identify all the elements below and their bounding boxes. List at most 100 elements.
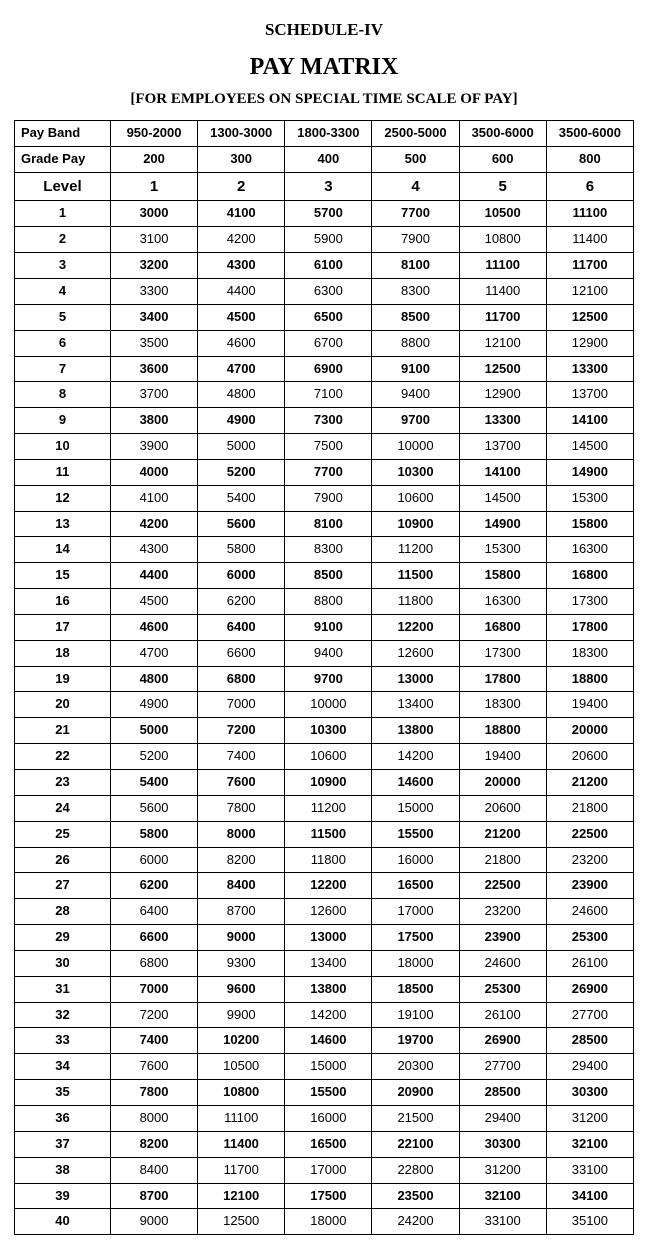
pay-band-value: 950-2000 bbox=[110, 121, 197, 147]
pay-cell: 10900 bbox=[285, 770, 372, 796]
pay-cell: 14200 bbox=[285, 1002, 372, 1028]
pay-cell: 4600 bbox=[198, 330, 285, 356]
pay-cell: 3900 bbox=[110, 434, 197, 460]
row-index: 30 bbox=[15, 950, 111, 976]
pay-cell: 18300 bbox=[459, 692, 546, 718]
pay-cell: 5700 bbox=[285, 201, 372, 227]
pay-cell: 21800 bbox=[459, 847, 546, 873]
table-row: 17460064009100122001680017800 bbox=[15, 614, 634, 640]
table-row: 534004500650085001170012500 bbox=[15, 304, 634, 330]
pay-cell: 6000 bbox=[198, 563, 285, 589]
pay-cell: 8000 bbox=[110, 1105, 197, 1131]
pay-cell: 9700 bbox=[372, 408, 459, 434]
pay-cell: 27700 bbox=[546, 1002, 633, 1028]
pay-cell: 10800 bbox=[198, 1080, 285, 1106]
row-index: 22 bbox=[15, 744, 111, 770]
pay-cell: 12600 bbox=[285, 899, 372, 925]
pay-cell: 15000 bbox=[285, 1054, 372, 1080]
pay-cell: 10600 bbox=[285, 744, 372, 770]
pay-cell: 6000 bbox=[110, 847, 197, 873]
pay-cell: 18000 bbox=[372, 950, 459, 976]
pay-cell: 16800 bbox=[546, 563, 633, 589]
pay-cell: 19400 bbox=[459, 744, 546, 770]
pay-cell: 4700 bbox=[110, 640, 197, 666]
pay-cell: 8500 bbox=[372, 304, 459, 330]
grade-pay-value: 400 bbox=[285, 146, 372, 172]
pay-cell: 14500 bbox=[459, 485, 546, 511]
pay-cell: 18800 bbox=[459, 718, 546, 744]
table-row: 317000960013800185002530026900 bbox=[15, 976, 634, 1002]
row-index: 21 bbox=[15, 718, 111, 744]
pay-cell: 7100 bbox=[285, 382, 372, 408]
pay-cell: 12100 bbox=[546, 278, 633, 304]
row-index: 28 bbox=[15, 899, 111, 925]
pay-matrix-table: Pay Band950-20001300-30001800-33002500-5… bbox=[14, 120, 634, 1235]
pay-cell: 13700 bbox=[546, 382, 633, 408]
pay-band-value: 1300-3000 bbox=[198, 121, 285, 147]
pay-cell: 7800 bbox=[110, 1080, 197, 1106]
pay-cell: 5400 bbox=[198, 485, 285, 511]
pay-cell: 16000 bbox=[285, 1105, 372, 1131]
pay-cell: 8100 bbox=[285, 511, 372, 537]
table-row: 306800930013400180002460026100 bbox=[15, 950, 634, 976]
grade-pay-value: 200 bbox=[110, 146, 197, 172]
pay-cell: 10300 bbox=[372, 459, 459, 485]
row-index: 7 bbox=[15, 356, 111, 382]
pay-cell: 30300 bbox=[459, 1131, 546, 1157]
pay-cell: 12900 bbox=[546, 330, 633, 356]
pay-cell: 6100 bbox=[285, 253, 372, 279]
pay-cell: 4900 bbox=[110, 692, 197, 718]
pay-cell: 24600 bbox=[546, 899, 633, 925]
table-row: 3680001110016000215002940031200 bbox=[15, 1105, 634, 1131]
schedule-heading: SCHEDULE-IV bbox=[14, 20, 634, 40]
pay-cell: 17800 bbox=[546, 614, 633, 640]
pay-cell: 14200 bbox=[372, 744, 459, 770]
pay-cell: 25300 bbox=[459, 976, 546, 1002]
pay-cell: 13000 bbox=[372, 666, 459, 692]
pay-cell: 9300 bbox=[198, 950, 285, 976]
pay-band-value: 3500-6000 bbox=[459, 121, 546, 147]
pay-cell: 21500 bbox=[372, 1105, 459, 1131]
table-row: 225200740010600142001940020600 bbox=[15, 744, 634, 770]
table-row: 3884001170017000228003120033100 bbox=[15, 1157, 634, 1183]
row-index: 27 bbox=[15, 873, 111, 899]
pay-cell: 4200 bbox=[198, 227, 285, 253]
pay-cell: 13000 bbox=[285, 925, 372, 951]
pay-cell: 17500 bbox=[372, 925, 459, 951]
row-index: 8 bbox=[15, 382, 111, 408]
grade-pay-label: Grade Pay bbox=[15, 146, 111, 172]
table-row: 938004900730097001330014100 bbox=[15, 408, 634, 434]
row-index: 36 bbox=[15, 1105, 111, 1131]
table-row: 18470066009400126001730018300 bbox=[15, 640, 634, 666]
table-row: 433004400630083001140012100 bbox=[15, 278, 634, 304]
pay-cell: 4000 bbox=[110, 459, 197, 485]
pay-cell: 26900 bbox=[459, 1028, 546, 1054]
row-index: 32 bbox=[15, 1002, 111, 1028]
level-value: 4 bbox=[372, 172, 459, 201]
table-row: 235400760010900146002000021200 bbox=[15, 770, 634, 796]
pay-cell: 9400 bbox=[285, 640, 372, 666]
pay-cell: 18800 bbox=[546, 666, 633, 692]
pay-cell: 9100 bbox=[372, 356, 459, 382]
page-title: PAY MATRIX bbox=[14, 54, 634, 81]
table-row: 286400870012600170002320024600 bbox=[15, 899, 634, 925]
table-row: 3476001050015000203002770029400 bbox=[15, 1054, 634, 1080]
pay-cell: 11400 bbox=[459, 278, 546, 304]
pay-cell: 11200 bbox=[285, 795, 372, 821]
pay-cell: 24600 bbox=[459, 950, 546, 976]
pay-cell: 12500 bbox=[198, 1209, 285, 1235]
pay-cell: 16000 bbox=[372, 847, 459, 873]
pay-cell: 10000 bbox=[372, 434, 459, 460]
pay-cell: 29400 bbox=[459, 1105, 546, 1131]
pay-cell: 11100 bbox=[546, 201, 633, 227]
pay-cell: 21200 bbox=[546, 770, 633, 796]
pay-cell: 14900 bbox=[459, 511, 546, 537]
row-index: 14 bbox=[15, 537, 111, 563]
table-row: 215000720010300138001880020000 bbox=[15, 718, 634, 744]
pay-cell: 5200 bbox=[110, 744, 197, 770]
pay-cell: 15800 bbox=[546, 511, 633, 537]
pay-cell: 5900 bbox=[285, 227, 372, 253]
row-index: 1 bbox=[15, 201, 111, 227]
pay-cell: 24200 bbox=[372, 1209, 459, 1235]
table-row: 327200990014200191002610027700 bbox=[15, 1002, 634, 1028]
